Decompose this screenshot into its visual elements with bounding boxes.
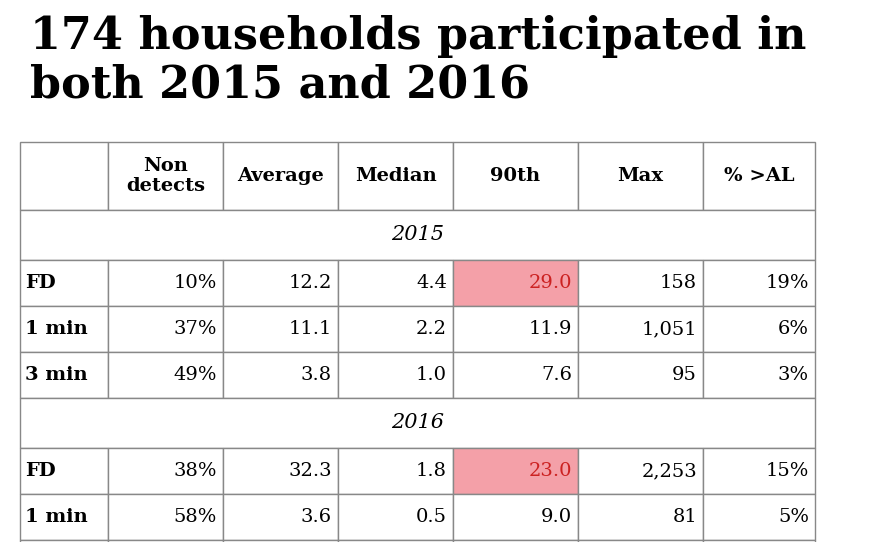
Text: 1.0: 1.0 — [416, 366, 447, 384]
Text: 11.9: 11.9 — [529, 320, 572, 338]
Text: Max: Max — [618, 167, 664, 185]
Bar — [223, 352, 338, 398]
Text: 0.5: 0.5 — [416, 508, 447, 526]
Bar — [453, 352, 578, 398]
Bar — [108, 260, 223, 306]
Text: 11.1: 11.1 — [289, 320, 332, 338]
Text: 7.6: 7.6 — [541, 366, 572, 384]
Text: % >AL: % >AL — [723, 167, 795, 185]
Text: 4.4: 4.4 — [416, 274, 447, 292]
Bar — [453, 260, 578, 306]
Bar — [223, 540, 338, 542]
Text: FD: FD — [25, 274, 55, 292]
Bar — [338, 306, 453, 352]
Bar — [703, 448, 815, 494]
Bar — [578, 260, 703, 306]
Bar — [453, 494, 578, 540]
Text: 6%: 6% — [778, 320, 809, 338]
Bar — [578, 142, 703, 210]
Text: 29.0: 29.0 — [529, 274, 572, 292]
Text: 32.3: 32.3 — [289, 462, 332, 480]
Text: 1 min: 1 min — [25, 508, 88, 526]
Bar — [223, 306, 338, 352]
Text: 12.2: 12.2 — [289, 274, 332, 292]
Bar — [578, 540, 703, 542]
Bar — [703, 306, 815, 352]
Bar — [20, 260, 108, 306]
Bar — [578, 448, 703, 494]
Text: Non
detects: Non detects — [126, 157, 205, 196]
Bar — [703, 142, 815, 210]
Bar — [703, 260, 815, 306]
Text: 95: 95 — [672, 366, 697, 384]
Bar — [20, 352, 108, 398]
Bar — [108, 494, 223, 540]
Text: 49%: 49% — [173, 366, 217, 384]
Bar — [703, 352, 815, 398]
Text: 3.8: 3.8 — [301, 366, 332, 384]
Bar — [108, 448, 223, 494]
Text: 5%: 5% — [778, 508, 809, 526]
Bar — [108, 540, 223, 542]
Bar — [703, 540, 815, 542]
Text: FD: FD — [25, 462, 55, 480]
Text: Median: Median — [355, 167, 436, 185]
Text: 2015: 2015 — [391, 225, 444, 244]
Bar — [338, 494, 453, 540]
Bar — [223, 142, 338, 210]
Bar — [20, 494, 108, 540]
Text: 1.8: 1.8 — [416, 462, 447, 480]
Text: 38%: 38% — [173, 462, 217, 480]
Text: 2016: 2016 — [391, 414, 444, 433]
Text: 9.0: 9.0 — [541, 508, 572, 526]
Bar — [223, 494, 338, 540]
Text: 3.6: 3.6 — [301, 508, 332, 526]
Bar — [108, 142, 223, 210]
Bar — [20, 448, 108, 494]
Text: 81: 81 — [672, 508, 697, 526]
Bar — [453, 142, 578, 210]
Bar — [338, 260, 453, 306]
Bar — [20, 306, 108, 352]
Bar — [20, 210, 815, 260]
Text: 1,051: 1,051 — [642, 320, 697, 338]
Bar — [453, 306, 578, 352]
Bar — [338, 352, 453, 398]
Text: 3 min: 3 min — [25, 366, 88, 384]
Bar — [20, 142, 108, 210]
Bar — [453, 448, 578, 494]
Text: 2,253: 2,253 — [642, 462, 697, 480]
Bar — [578, 306, 703, 352]
Bar — [223, 260, 338, 306]
Text: Average: Average — [237, 167, 324, 185]
Text: 10%: 10% — [173, 274, 217, 292]
Bar — [20, 398, 815, 448]
Bar — [453, 540, 578, 542]
Text: 90th: 90th — [490, 167, 540, 185]
Text: 37%: 37% — [173, 320, 217, 338]
Bar — [20, 540, 108, 542]
Bar — [108, 352, 223, 398]
Text: 3%: 3% — [778, 366, 809, 384]
Text: 2.2: 2.2 — [416, 320, 447, 338]
Bar — [578, 352, 703, 398]
Text: 58%: 58% — [173, 508, 217, 526]
Bar — [338, 142, 453, 210]
Bar — [578, 494, 703, 540]
Text: 1 min: 1 min — [25, 320, 88, 338]
Text: 158: 158 — [660, 274, 697, 292]
Bar — [223, 448, 338, 494]
Bar — [338, 540, 453, 542]
Bar — [108, 306, 223, 352]
Text: 15%: 15% — [766, 462, 809, 480]
Text: 174 households participated in
both 2015 and 2016: 174 households participated in both 2015… — [30, 15, 806, 106]
Text: 19%: 19% — [766, 274, 809, 292]
Text: 23.0: 23.0 — [529, 462, 572, 480]
Bar — [338, 448, 453, 494]
Bar — [703, 494, 815, 540]
